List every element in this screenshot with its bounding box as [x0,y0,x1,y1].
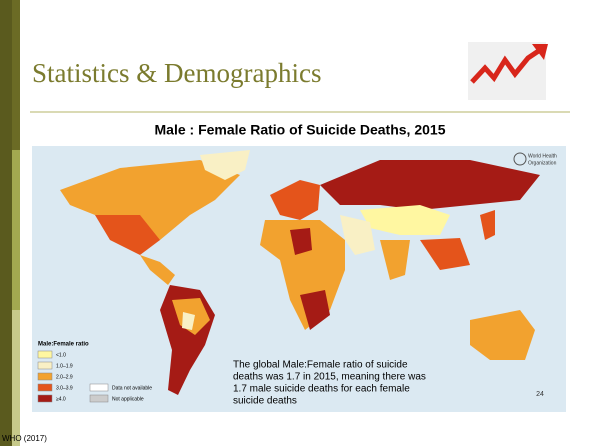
who-label: World Health [528,153,557,159]
legend-title: Male:Female ratio [38,342,89,348]
legend-label: Not applicable [112,396,144,402]
side-bar-bottom [12,310,20,446]
legend-label: 1.0–1.9 [56,363,73,369]
annotation-line: deaths was 1.7 in 2015, meaning there wa… [233,372,426,383]
who-label: Organization [528,160,557,166]
annotation-line: The global Male:Female ratio of suicide [233,360,408,371]
legend-swatch [89,383,109,392]
legend-label: <1.0 [56,352,66,358]
source: WHO (2017) [2,434,47,443]
annotation-line: 1.7 male suicide deaths for each female [233,384,410,395]
who-logo [513,152,527,166]
side-bar [0,0,12,446]
world-map [32,146,566,412]
annotation-line: suicide deaths [233,396,297,407]
legend-swatch [37,361,53,370]
trend-icon [468,42,548,100]
legend-label: 3.0–3.9 [56,385,73,391]
page-number: 24 [536,391,544,398]
side-bar-top [12,0,20,150]
legend-swatch [37,394,53,403]
legend-swatch [37,383,53,392]
legend-label: Data not available [112,385,152,391]
legend-swatch [89,394,109,403]
legend-swatch [37,372,53,381]
slide-title: Statistics & Demographics [32,58,321,88]
map-title: Male : Female Ratio of Suicide Deaths, 2… [155,122,446,138]
side-bar-middle [12,150,20,310]
legend-label: 2.0–2.9 [56,374,73,380]
legend-swatch [37,350,53,359]
legend-label: ≥4.0 [56,396,66,402]
